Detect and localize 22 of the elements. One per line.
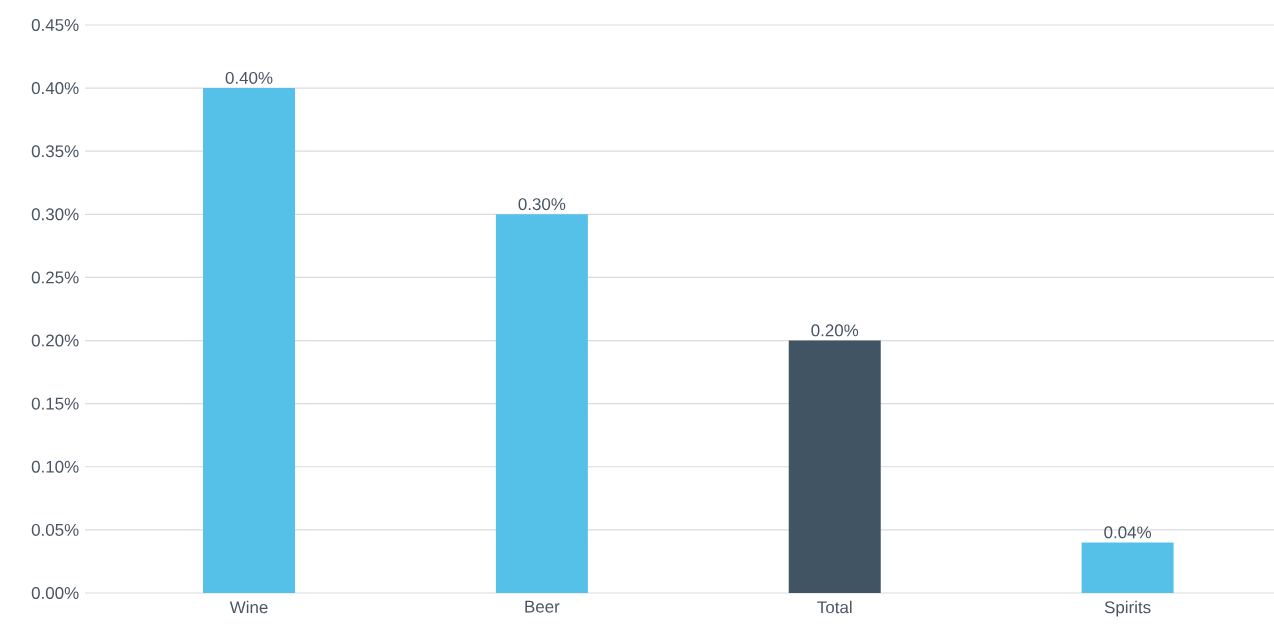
y-tick-label: 0.40% [31, 82, 79, 95]
x-tick-label: Total [817, 600, 852, 614]
bar [203, 88, 296, 593]
x-tick-label: Beer [525, 600, 560, 613]
y-tick-label: 0.00% [31, 586, 79, 599]
y-tick-label: 0.20% [31, 334, 79, 347]
y-tick-label: 0.15% [31, 397, 79, 410]
data-label: 0.20% [811, 324, 859, 337]
data-label: 0.30% [518, 198, 566, 211]
y-tick-label: 0.45% [31, 18, 79, 31]
y-tick-label: 0.25% [31, 271, 79, 284]
bar [1081, 542, 1174, 593]
bar [788, 340, 881, 593]
y-tick-label: 0.10% [31, 460, 79, 473]
x-tick-label: Wine [229, 600, 268, 614]
bar [495, 214, 588, 593]
y-tick-label: 0.35% [31, 145, 79, 158]
x-tick-label: Spirits [1104, 600, 1151, 617]
y-tick-label: 0.05% [31, 523, 79, 536]
data-label: 0.40% [225, 71, 273, 84]
data-label: 0.04% [1104, 526, 1152, 539]
y-tick-label: 0.30% [31, 208, 79, 221]
